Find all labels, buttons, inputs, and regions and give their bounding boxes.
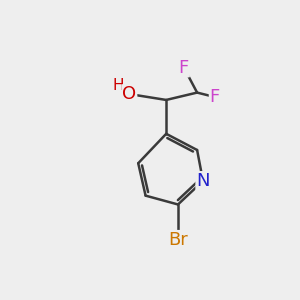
Text: Br: Br (168, 231, 188, 249)
Text: O: O (122, 85, 136, 103)
Text: F: F (210, 88, 220, 106)
Text: N: N (196, 172, 210, 190)
Text: H: H (112, 78, 124, 93)
Text: F: F (179, 58, 189, 76)
